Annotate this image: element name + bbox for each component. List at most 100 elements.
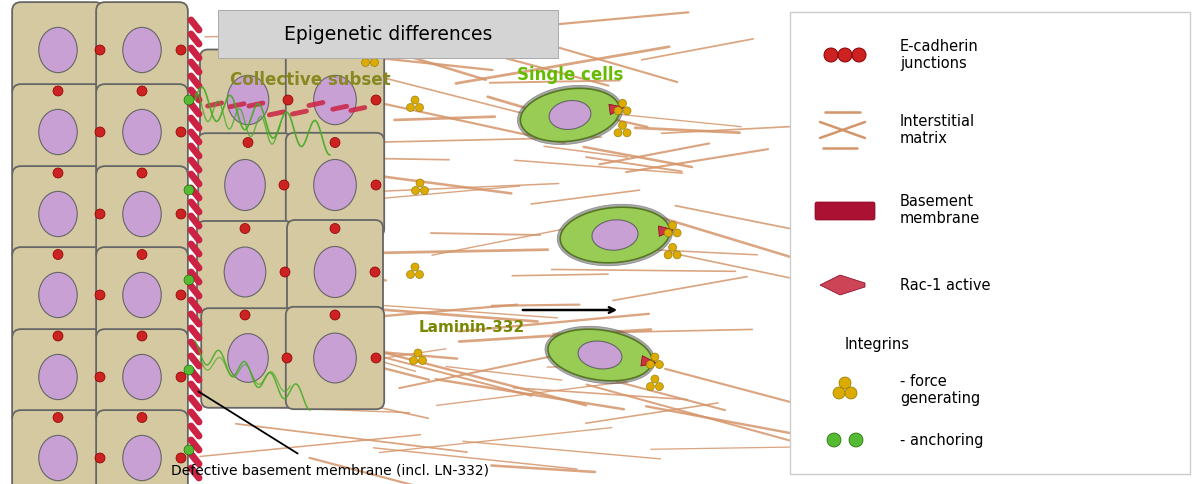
- Polygon shape: [557, 204, 673, 266]
- Text: Defective basement membrane (incl. LN-332): Defective basement membrane (incl. LN-33…: [172, 463, 490, 477]
- FancyBboxPatch shape: [96, 329, 188, 425]
- Ellipse shape: [38, 28, 77, 73]
- Circle shape: [366, 51, 374, 59]
- Circle shape: [137, 86, 148, 96]
- FancyBboxPatch shape: [202, 308, 295, 408]
- Circle shape: [668, 243, 677, 251]
- Circle shape: [137, 412, 148, 423]
- Circle shape: [673, 229, 682, 237]
- Circle shape: [330, 137, 340, 148]
- Circle shape: [184, 275, 194, 285]
- Circle shape: [53, 86, 64, 96]
- Circle shape: [673, 251, 682, 259]
- Circle shape: [618, 99, 626, 107]
- FancyBboxPatch shape: [12, 84, 104, 180]
- Circle shape: [370, 267, 380, 277]
- FancyBboxPatch shape: [12, 2, 104, 98]
- Text: Rac-1 active: Rac-1 active: [900, 277, 990, 292]
- Circle shape: [852, 48, 866, 62]
- FancyBboxPatch shape: [12, 329, 104, 425]
- Circle shape: [184, 445, 194, 455]
- Circle shape: [650, 353, 659, 361]
- Circle shape: [95, 372, 106, 382]
- FancyBboxPatch shape: [12, 410, 104, 484]
- Circle shape: [833, 387, 845, 399]
- Circle shape: [283, 95, 293, 105]
- Circle shape: [361, 59, 370, 66]
- Ellipse shape: [122, 109, 161, 154]
- Ellipse shape: [313, 333, 356, 383]
- Text: Laminin-332: Laminin-332: [419, 320, 526, 335]
- Circle shape: [95, 290, 106, 300]
- FancyBboxPatch shape: [218, 10, 558, 58]
- Circle shape: [419, 357, 426, 364]
- Polygon shape: [517, 85, 623, 145]
- Circle shape: [409, 357, 418, 364]
- Ellipse shape: [224, 247, 266, 297]
- FancyBboxPatch shape: [197, 221, 293, 323]
- FancyBboxPatch shape: [286, 133, 384, 237]
- Text: Epigenetic differences: Epigenetic differences: [284, 25, 492, 44]
- Polygon shape: [608, 104, 624, 115]
- Polygon shape: [521, 89, 619, 142]
- Circle shape: [614, 129, 622, 137]
- FancyBboxPatch shape: [287, 220, 383, 324]
- Circle shape: [407, 271, 414, 278]
- Circle shape: [330, 224, 340, 233]
- Ellipse shape: [122, 436, 161, 481]
- Circle shape: [53, 249, 64, 259]
- Circle shape: [242, 137, 253, 148]
- FancyBboxPatch shape: [286, 307, 384, 409]
- Circle shape: [184, 185, 194, 195]
- Circle shape: [623, 107, 631, 115]
- Circle shape: [839, 377, 851, 389]
- Circle shape: [827, 433, 841, 447]
- Circle shape: [240, 310, 250, 320]
- Text: - force
generating: - force generating: [900, 374, 980, 406]
- Circle shape: [655, 361, 664, 368]
- Text: Integrins: Integrins: [845, 337, 910, 352]
- FancyBboxPatch shape: [12, 247, 104, 343]
- Circle shape: [410, 96, 419, 104]
- Circle shape: [650, 375, 659, 383]
- FancyBboxPatch shape: [286, 49, 384, 151]
- Circle shape: [53, 331, 64, 341]
- Ellipse shape: [38, 436, 77, 481]
- Circle shape: [95, 45, 106, 55]
- Ellipse shape: [38, 354, 77, 400]
- Circle shape: [137, 249, 148, 259]
- Circle shape: [176, 372, 186, 382]
- Polygon shape: [545, 326, 655, 384]
- Circle shape: [415, 104, 424, 111]
- Text: Basement
membrane: Basement membrane: [900, 194, 980, 226]
- FancyBboxPatch shape: [96, 84, 188, 180]
- Ellipse shape: [122, 28, 161, 73]
- Text: - anchoring: - anchoring: [900, 433, 984, 448]
- Circle shape: [420, 186, 428, 195]
- FancyBboxPatch shape: [198, 133, 292, 237]
- Polygon shape: [820, 275, 865, 295]
- FancyBboxPatch shape: [96, 2, 188, 98]
- Circle shape: [416, 179, 424, 187]
- Circle shape: [664, 251, 672, 259]
- Circle shape: [647, 361, 654, 368]
- FancyBboxPatch shape: [96, 166, 188, 262]
- Circle shape: [176, 45, 186, 55]
- Circle shape: [176, 453, 186, 463]
- Circle shape: [176, 290, 186, 300]
- Text: E-cadherin
junctions: E-cadherin junctions: [900, 39, 979, 71]
- Polygon shape: [659, 226, 673, 236]
- Circle shape: [184, 365, 194, 375]
- Text: Interstitial
matrix: Interstitial matrix: [900, 114, 976, 146]
- Circle shape: [371, 180, 382, 190]
- Circle shape: [412, 186, 420, 195]
- Circle shape: [53, 168, 64, 178]
- FancyBboxPatch shape: [815, 202, 875, 220]
- Circle shape: [280, 267, 290, 277]
- Ellipse shape: [227, 76, 269, 125]
- Circle shape: [664, 229, 672, 237]
- Circle shape: [407, 104, 414, 111]
- Circle shape: [655, 382, 664, 391]
- Circle shape: [95, 209, 106, 219]
- Circle shape: [371, 59, 378, 66]
